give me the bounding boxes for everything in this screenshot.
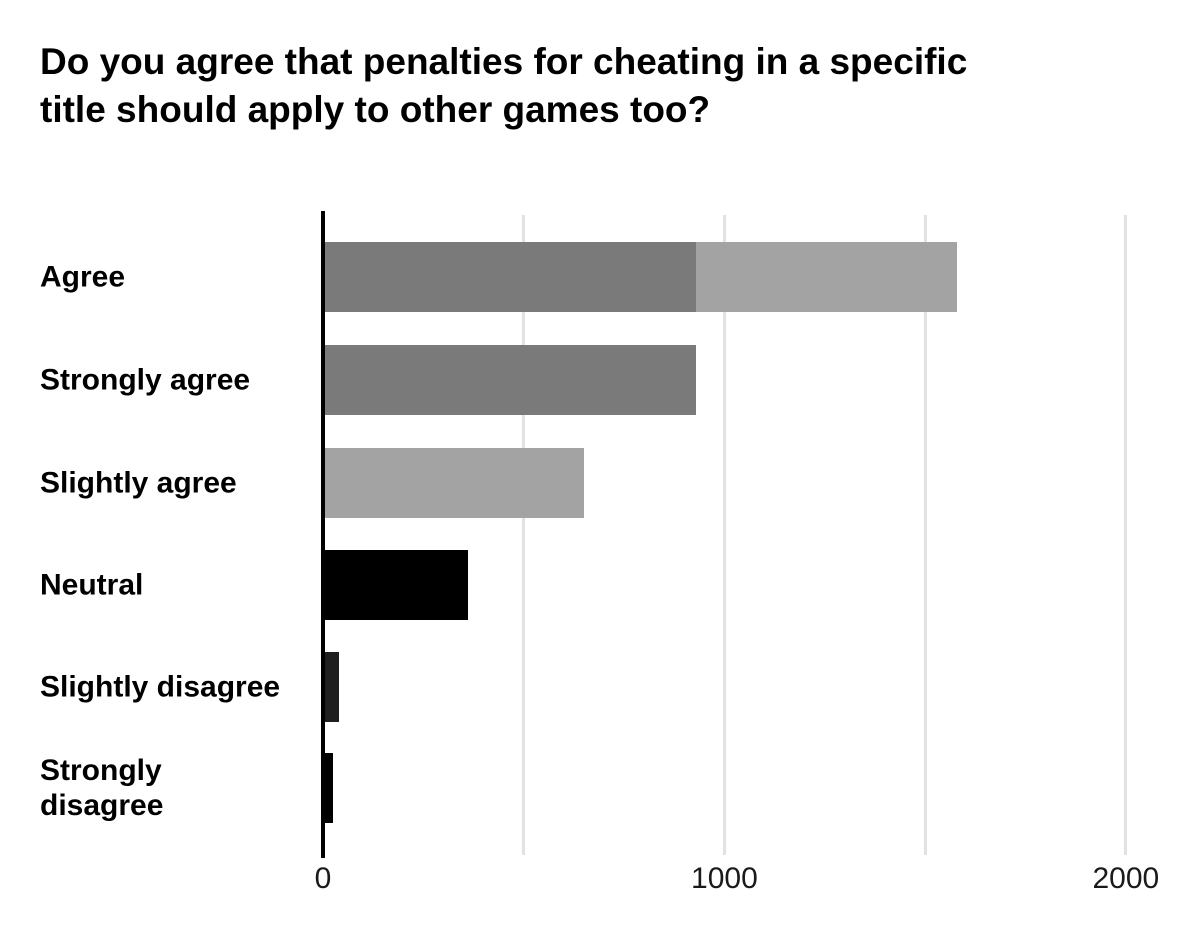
category-label-strongly-agree: Strongly agree xyxy=(40,363,251,397)
category-label-strongly-disagree: Strongly disagree xyxy=(40,754,164,822)
chart-title: Do you agree that penalties for cheating… xyxy=(40,41,968,130)
category-label-slightly-disagree: Slightly disagree xyxy=(40,670,281,704)
x-tick-label-0: 0 xyxy=(314,862,332,895)
y-axis-line xyxy=(321,211,325,858)
bar-slightly-agree xyxy=(323,448,584,518)
bar-strongly-agree xyxy=(323,345,697,415)
plot-area xyxy=(321,211,1166,858)
bar-segment-strongly-agree-portion xyxy=(323,242,697,312)
bar-segment-strongly-agree xyxy=(323,345,697,415)
x-tick-label-1000: 1000 xyxy=(691,862,758,895)
bar-segment-neutral xyxy=(323,550,468,620)
bar-segment-strongly-disagree xyxy=(323,753,334,823)
bar-strongly-disagree xyxy=(323,753,334,823)
bar-segment-slightly-agree xyxy=(323,448,584,518)
bar-segment-slightly-disagree xyxy=(323,652,340,722)
x-tick-label-2000: 2000 xyxy=(1092,862,1160,895)
gridline-2000 xyxy=(1124,215,1128,855)
gridline-500 xyxy=(522,215,526,855)
category-label-slightly-agree: Slightly agree xyxy=(40,466,237,500)
bar-segment-slightly-agree-portion xyxy=(696,242,958,312)
gridline-1000 xyxy=(722,215,726,855)
category-label-neutral: Neutral xyxy=(40,568,144,602)
category-label-agree: Agree xyxy=(40,260,126,294)
gridline-1500 xyxy=(923,215,927,855)
bar-neutral xyxy=(323,550,468,620)
bar-slightly-disagree xyxy=(323,652,340,722)
bar-agree xyxy=(323,242,958,312)
